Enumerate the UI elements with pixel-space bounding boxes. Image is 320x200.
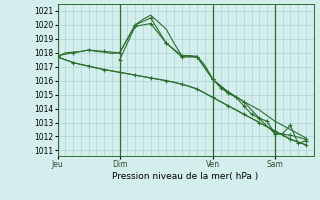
X-axis label: Pression niveau de la mer( hPa ): Pression niveau de la mer( hPa ) [112, 172, 259, 181]
